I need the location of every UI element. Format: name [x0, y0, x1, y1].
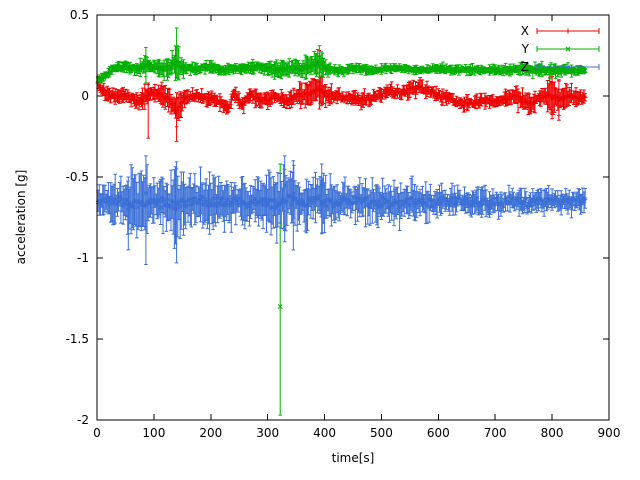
y-error-bars [96, 27, 587, 416]
y-markers [95, 44, 588, 310]
y-axis-label: acceleration [g] [14, 170, 28, 265]
series-y [95, 27, 588, 416]
x-tick-label: 600 [427, 426, 450, 440]
x-tick-label: 900 [598, 426, 621, 440]
x-tick-labels: 0 100 200 300 400 500 600 700 800 900 [93, 426, 620, 440]
legend-entry-2: Z [521, 60, 600, 74]
x-tick-label: 400 [313, 426, 336, 440]
y-tick-label: 0 [81, 89, 89, 103]
series-z [95, 155, 588, 265]
z-error-bars [96, 155, 587, 265]
x-axis-label: time[s] [332, 451, 375, 465]
y-tick-label: -1 [77, 251, 89, 265]
y-tick-label: -0.5 [66, 170, 89, 184]
x-ticks [96, 15, 610, 420]
legend: X Y Z [521, 24, 600, 74]
y-tick-labels: 0.5 0 -0.5 -1 -1.5 -2 [66, 8, 89, 427]
legend-entry-0: X [521, 24, 600, 38]
legend-label-x: X [521, 24, 529, 38]
plot-border-rect [96, 14, 610, 421]
legend-label-y: Y [521, 42, 530, 56]
x-tick-label: 500 [370, 426, 393, 440]
x-tick-label: 0 [93, 426, 101, 440]
y-tick-label: -1.5 [66, 332, 89, 346]
y-legend-marker [565, 46, 571, 52]
z-legend-marker [565, 64, 571, 70]
y-tick-label: -2 [77, 413, 89, 427]
x-tick-label: 200 [199, 426, 222, 440]
plot-border [96, 14, 610, 421]
x-tick-label: 300 [256, 426, 279, 440]
x-legend-marker [565, 28, 571, 34]
x-tick-label: 100 [142, 426, 165, 440]
legend-label-z: Z [521, 60, 529, 74]
y-ticks [97, 14, 609, 421]
x-tick-label: 700 [484, 426, 507, 440]
x-tick-label: 800 [541, 426, 564, 440]
x-markers [95, 80, 588, 115]
legend-entry-1: Y [521, 42, 600, 56]
y-tick-label: 0.5 [70, 8, 89, 22]
z-markers [95, 182, 588, 212]
